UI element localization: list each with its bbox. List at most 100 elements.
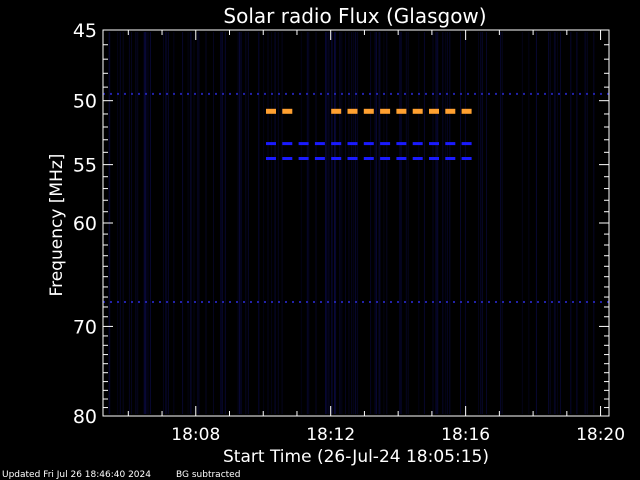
- y-tick-label: 60: [73, 213, 97, 235]
- noise-column: [326, 32, 327, 414]
- band-segment: [201, 92, 203, 95]
- band-segment: [432, 92, 434, 95]
- band-segment: [131, 92, 133, 95]
- band-segment: [551, 92, 553, 95]
- band-segment: [334, 92, 336, 95]
- noise-column: [437, 32, 439, 414]
- band-segment: [243, 92, 245, 95]
- band-segment: [432, 301, 434, 303]
- noise-column: [122, 32, 124, 414]
- noise-column: [147, 32, 149, 414]
- band-segment: [460, 301, 462, 303]
- noise-column: [131, 32, 132, 414]
- band-segment: [187, 301, 189, 303]
- band-segment: [194, 301, 196, 303]
- noise-column: [383, 32, 385, 414]
- noise-column: [328, 32, 330, 414]
- noise-column: [190, 32, 192, 414]
- noise-column: [436, 32, 438, 414]
- band-segment: [131, 301, 133, 303]
- band-segment: [363, 142, 374, 146]
- band-segment: [298, 142, 309, 146]
- band-segment: [250, 92, 252, 95]
- noise-column: [238, 32, 240, 414]
- noise-column: [165, 32, 167, 414]
- x-tick-label: 18:08: [171, 425, 220, 445]
- band-segment: [331, 108, 342, 114]
- x-axis: 18:08 18:12 18:16 18:20: [127, 30, 625, 445]
- band-segment: [530, 301, 532, 303]
- band-segment: [509, 92, 511, 95]
- noise-column: [399, 32, 401, 414]
- band-segment: [166, 301, 168, 303]
- background-noise: [108, 32, 595, 414]
- band-segment: [467, 92, 469, 95]
- band-segment: [285, 92, 287, 95]
- band-segment: [264, 92, 266, 95]
- chart-title: Solar radio Flux (Glasgow): [223, 4, 486, 28]
- band-segment: [460, 92, 462, 95]
- noise-column: [560, 32, 561, 414]
- noise-column: [145, 32, 146, 414]
- band-segment: [347, 108, 358, 114]
- noise-column: [353, 32, 354, 414]
- noise-column: [379, 32, 381, 414]
- band-segment: [110, 301, 112, 303]
- band-segment: [236, 92, 238, 95]
- noise-column: [400, 32, 402, 414]
- band-segment: [145, 92, 147, 95]
- noise-column: [399, 32, 401, 414]
- band-segment: [380, 108, 391, 114]
- band-segment: [412, 142, 423, 146]
- noise-column: [548, 32, 549, 414]
- band-segment: [600, 92, 602, 95]
- noise-column: [354, 32, 356, 414]
- noise-column: [334, 32, 335, 414]
- band-segment: [453, 92, 455, 95]
- band-segment: [257, 301, 259, 303]
- band-segment: [124, 92, 126, 95]
- band-segment: [271, 301, 273, 303]
- band-segment: [110, 92, 112, 95]
- band-segment: [173, 301, 175, 303]
- band-segment: [229, 92, 231, 95]
- band-segment: [331, 157, 342, 160]
- band-segment: [439, 92, 441, 95]
- noise-column: [376, 32, 377, 414]
- band-segment: [509, 301, 511, 303]
- band-segment: [380, 142, 391, 146]
- band-segment: [266, 142, 276, 146]
- band-segment: [586, 301, 588, 303]
- band-segment: [397, 92, 399, 95]
- noise-column: [146, 32, 148, 414]
- band-segment: [348, 92, 350, 95]
- noise-column: [442, 32, 444, 414]
- band-segment: [474, 92, 476, 95]
- noise-column: [144, 32, 146, 414]
- band-segment: [298, 157, 309, 160]
- noise-column: [335, 32, 337, 414]
- noise-column: [274, 32, 276, 414]
- band-segment: [369, 92, 371, 95]
- band-segment: [495, 301, 497, 303]
- noise-column: [586, 32, 588, 414]
- band-segment: [418, 92, 420, 95]
- emission-features: [103, 92, 609, 303]
- band-segment: [347, 157, 358, 160]
- band-segment: [537, 92, 539, 95]
- band-segment: [355, 92, 357, 95]
- band-segment: [257, 92, 259, 95]
- band-segment: [138, 301, 140, 303]
- band-segment: [445, 142, 456, 146]
- band-segment: [362, 301, 364, 303]
- y-axis: 45 50 55 60 70 80: [73, 20, 609, 428]
- band-segment: [320, 92, 322, 95]
- band-segment: [208, 92, 210, 95]
- noise-column: [197, 32, 199, 414]
- noise-column: [258, 32, 260, 414]
- noise-column: [198, 32, 200, 414]
- band-segment: [292, 301, 294, 303]
- band-segment: [285, 301, 287, 303]
- noise-column: [307, 32, 309, 414]
- band-segment: [429, 157, 439, 160]
